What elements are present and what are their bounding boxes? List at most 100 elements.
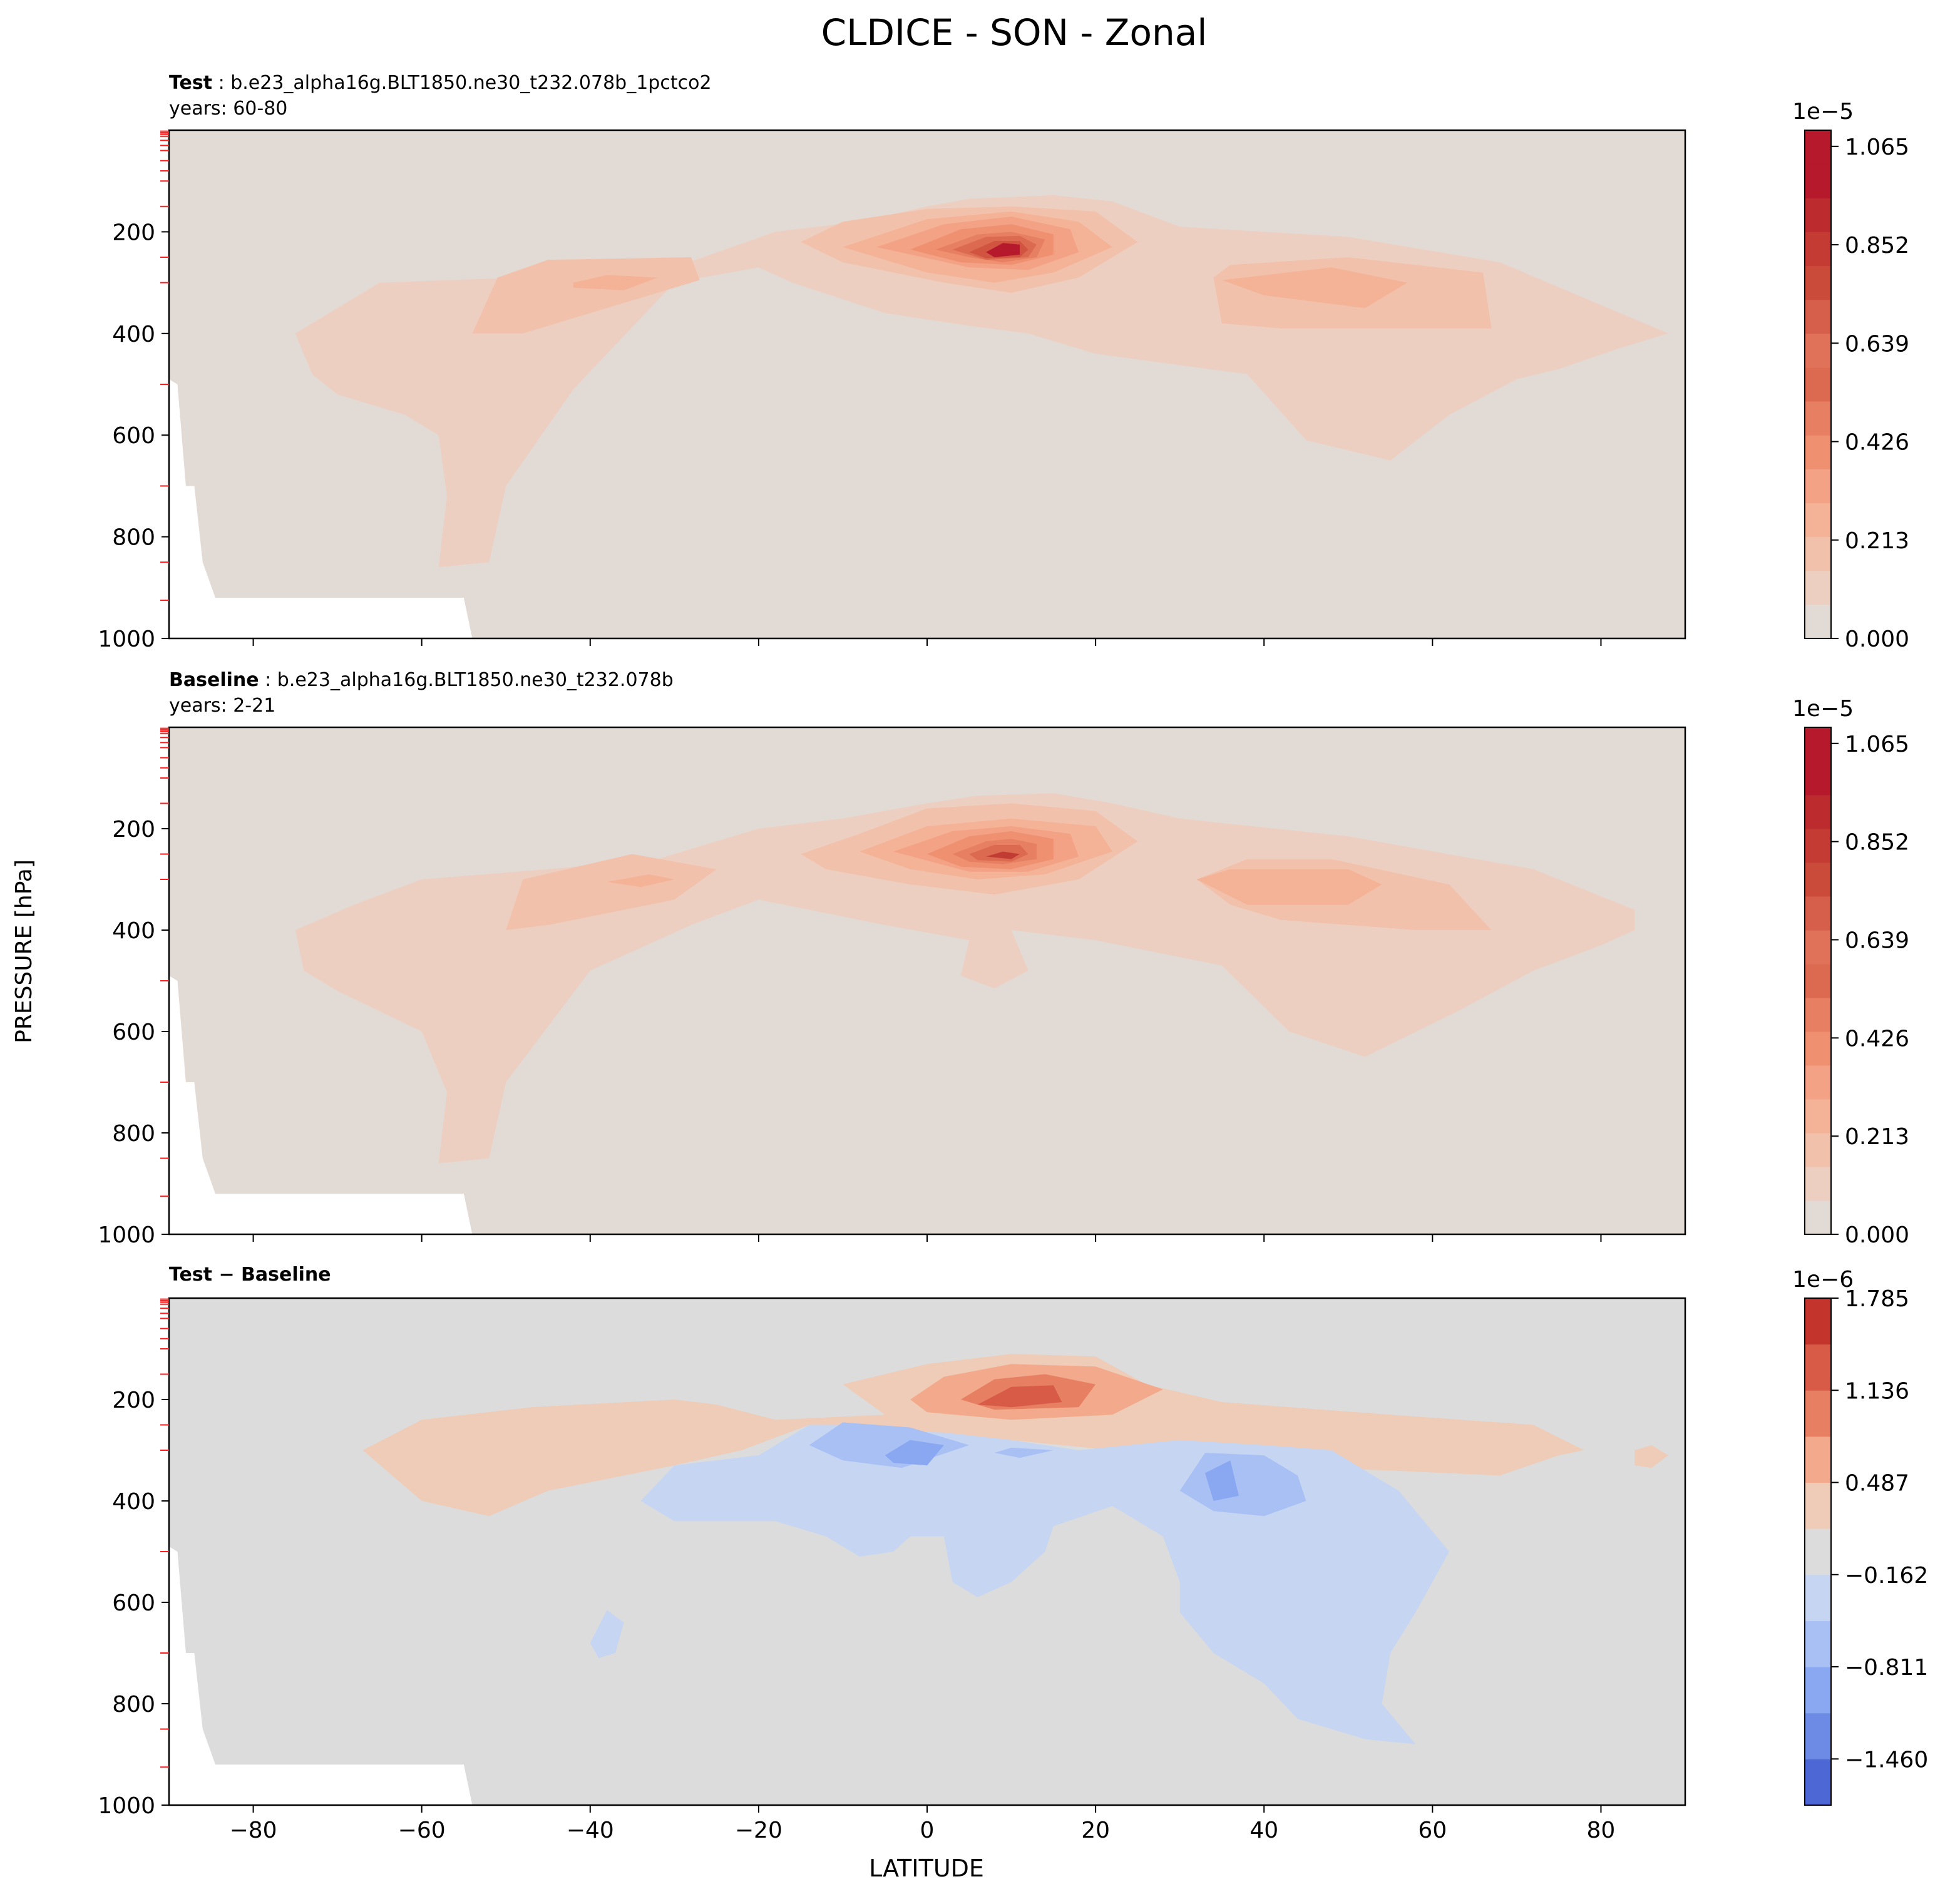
difference-colorbar-segment [1805,1436,1831,1483]
baseline-contour-band [1196,869,1382,905]
baseline-colorbar: 0.000 0.213 0.426 0.639 0.852 1.065 1e−5 [1792,696,1909,1248]
baseline-y-tick-label: 400 [112,918,155,944]
test-colorbar-tick-label: 0.639 [1845,331,1909,357]
difference-x-tick-label: −60 [398,1818,446,1843]
baseline-colorbar-segment [1805,829,1831,863]
baseline-colorbar-segment [1805,795,1831,829]
difference-colorbar-tick-label: −0.162 [1845,1563,1928,1589]
baseline-contour-fill [169,727,1685,1234]
test-colorbar: 0.000 0.213 0.426 0.639 0.852 1.065 1e−5 [1792,99,1909,652]
baseline-header-label: Baseline [169,669,259,691]
test-contour-fill [169,130,1685,638]
baseline-colorbar-offset: 1e−5 [1792,696,1854,722]
baseline-colorbar-tick-label: 0.426 [1845,1026,1909,1052]
baseline-colorbar-segment [1805,862,1831,897]
figure-title: CLDICE - SON - Zonal [821,11,1208,54]
test-colorbar-segment [1805,503,1831,538]
baseline-colorbar-segment [1805,1133,1831,1167]
test-colorbar-tick-label: 0.213 [1845,528,1909,554]
difference-header-label: Test − Baseline [169,1264,331,1286]
test-colorbar-segment [1805,435,1831,469]
test-colorbar-segment [1805,469,1831,503]
difference-colorbar-segment [1805,1620,1831,1667]
baseline-contour-band [607,874,675,888]
difference-colorbar-segment [1805,1574,1831,1621]
baseline-y-tick-label: 200 [112,817,155,842]
baseline-y-tick-label: 800 [112,1121,155,1147]
difference-contour-band [1205,1460,1239,1501]
difference-x-tick-label: 20 [1081,1818,1110,1843]
difference-y-tick-label: 1000 [98,1793,155,1819]
difference-axes: −80 −60 −40 −20 0 20 40 60 80 200 400 600 800 1000 [98,1298,1616,1843]
difference-colorbar-segment [1805,1712,1831,1759]
difference-y-tick-label: 800 [112,1692,155,1717]
test-colorbar-tick-label: 0.852 [1845,233,1909,258]
difference-colorbar-segment [1805,1298,1831,1345]
difference-contour-band [994,1447,1054,1458]
test-contour-band [986,243,1020,257]
test-colorbar-segment [1805,367,1831,402]
difference-colorbar-tick-label: −0.811 [1845,1655,1928,1681]
baseline-colorbar-segment [1805,998,1831,1032]
baseline-colorbar-segment [1805,727,1831,762]
difference-contour-band [1634,1445,1669,1468]
difference-colorbar-offset: 1e−6 [1792,1267,1854,1292]
baseline-colorbar-segment [1805,1200,1831,1235]
test-y-tick-label: 800 [112,525,155,551]
test-colorbar-offset: 1e−5 [1792,99,1854,125]
baseline-masked-region [169,975,473,1234]
difference-x-tick-label: 60 [1418,1818,1447,1843]
difference-colorbar-frame [1804,1298,1832,1806]
test-colorbar-segment [1805,130,1831,165]
test-masked-region [169,379,473,638]
difference-colorbar-tick-label: 1.785 [1845,1286,1909,1312]
y-axis-label: PRESSURE [hPa] [11,859,37,1043]
baseline-header: Baseline : b.e23_alpha16g.BLT1850.ne30_t… [169,669,674,691]
test-colorbar-segment [1805,164,1831,198]
test-header: Test : b.e23_alpha16g.BLT1850.ne30_t232.… [169,72,712,94]
difference-colorbar-tick-label: 0.487 [1845,1471,1909,1497]
difference-panel: Test − Baseline −80 −60 −40 −20 0 20 40 60 80 200… [98,1264,1928,1843]
test-colorbar-segment [1805,265,1831,300]
baseline-colorbar-tick-label: 0.000 [1845,1222,1909,1248]
baseline-colorbar-segment [1805,761,1831,796]
baseline-colorbar-tick-label: 0.852 [1845,830,1909,856]
difference-colorbar-tick-label: −1.460 [1845,1747,1928,1773]
test-colorbar-segment [1805,604,1831,639]
difference-x-tick-label: 40 [1249,1818,1278,1843]
difference-colorbar-segment [1805,1344,1831,1391]
test-y-tick-label: 600 [112,423,155,449]
test-y-tick-label: 200 [112,220,155,245]
difference-x-tick-label: 80 [1587,1818,1616,1843]
baseline-contour-band [986,851,1020,859]
test-colorbar-segment [1805,536,1831,571]
difference-colorbar-tick-label: 1.136 [1845,1378,1909,1404]
test-y-tick-label: 400 [112,322,155,347]
test-colorbar-tick-label: 1.065 [1845,135,1909,160]
baseline-header-case: : b.e23_alpha16g.BLT1850.ne30_t232.078b [259,669,674,691]
test-colorbar-segment [1805,570,1831,605]
baseline-colorbar-segment [1805,1031,1831,1066]
test-panel: Test : b.e23_alpha16g.BLT1850.ne30_t232.… [98,72,1909,652]
test-colorbar-segment [1805,401,1831,436]
difference-colorbar-segment [1805,1390,1831,1437]
baseline-colorbar-tick-label: 1.065 [1845,732,1909,757]
baseline-axes: 200 400 600 800 1000 [98,727,1602,1248]
baseline-years: years: 2-21 [169,695,275,717]
test-colorbar-segment [1805,333,1831,368]
baseline-y-tick-label: 600 [112,1020,155,1045]
baseline-panel: Baseline : b.e23_alpha16g.BLT1850.ne30_t… [98,669,1909,1248]
baseline-colorbar-frame [1804,727,1832,1235]
test-colorbar-tick-label: 0.426 [1845,430,1909,456]
test-colorbar-segment [1805,299,1831,334]
test-contour-band [472,257,700,334]
difference-y-tick-label: 600 [112,1590,155,1616]
test-colorbar-tick-label: 0.000 [1845,627,1909,652]
difference-contour-fill [169,1298,1685,1805]
test-colorbar-segment [1805,198,1831,232]
difference-colorbar-segment [1805,1759,1831,1806]
test-axes: 200 400 600 800 1000 [98,130,1602,652]
difference-x-tick-label: −40 [567,1818,614,1843]
baseline-colorbar-segment [1805,930,1831,965]
baseline-contour-band [506,854,717,930]
